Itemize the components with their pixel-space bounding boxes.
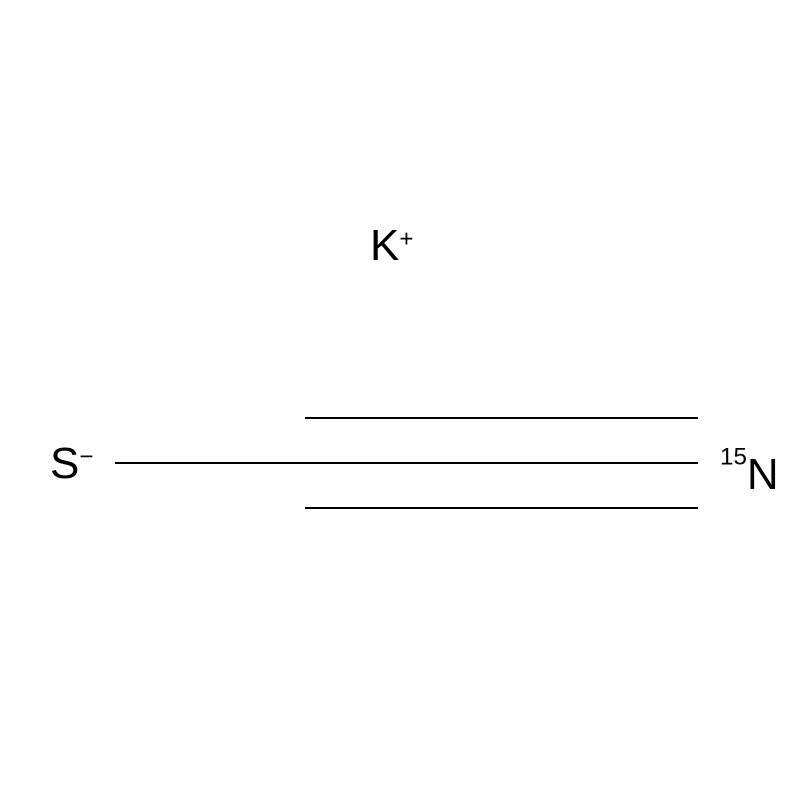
nitrogen-15-label: 15N [720, 444, 779, 499]
sulfur-label: S− [50, 439, 94, 488]
potassium-label: K+ [370, 221, 414, 270]
chemical-structure-diagram: K+ S− 15N [0, 0, 800, 800]
